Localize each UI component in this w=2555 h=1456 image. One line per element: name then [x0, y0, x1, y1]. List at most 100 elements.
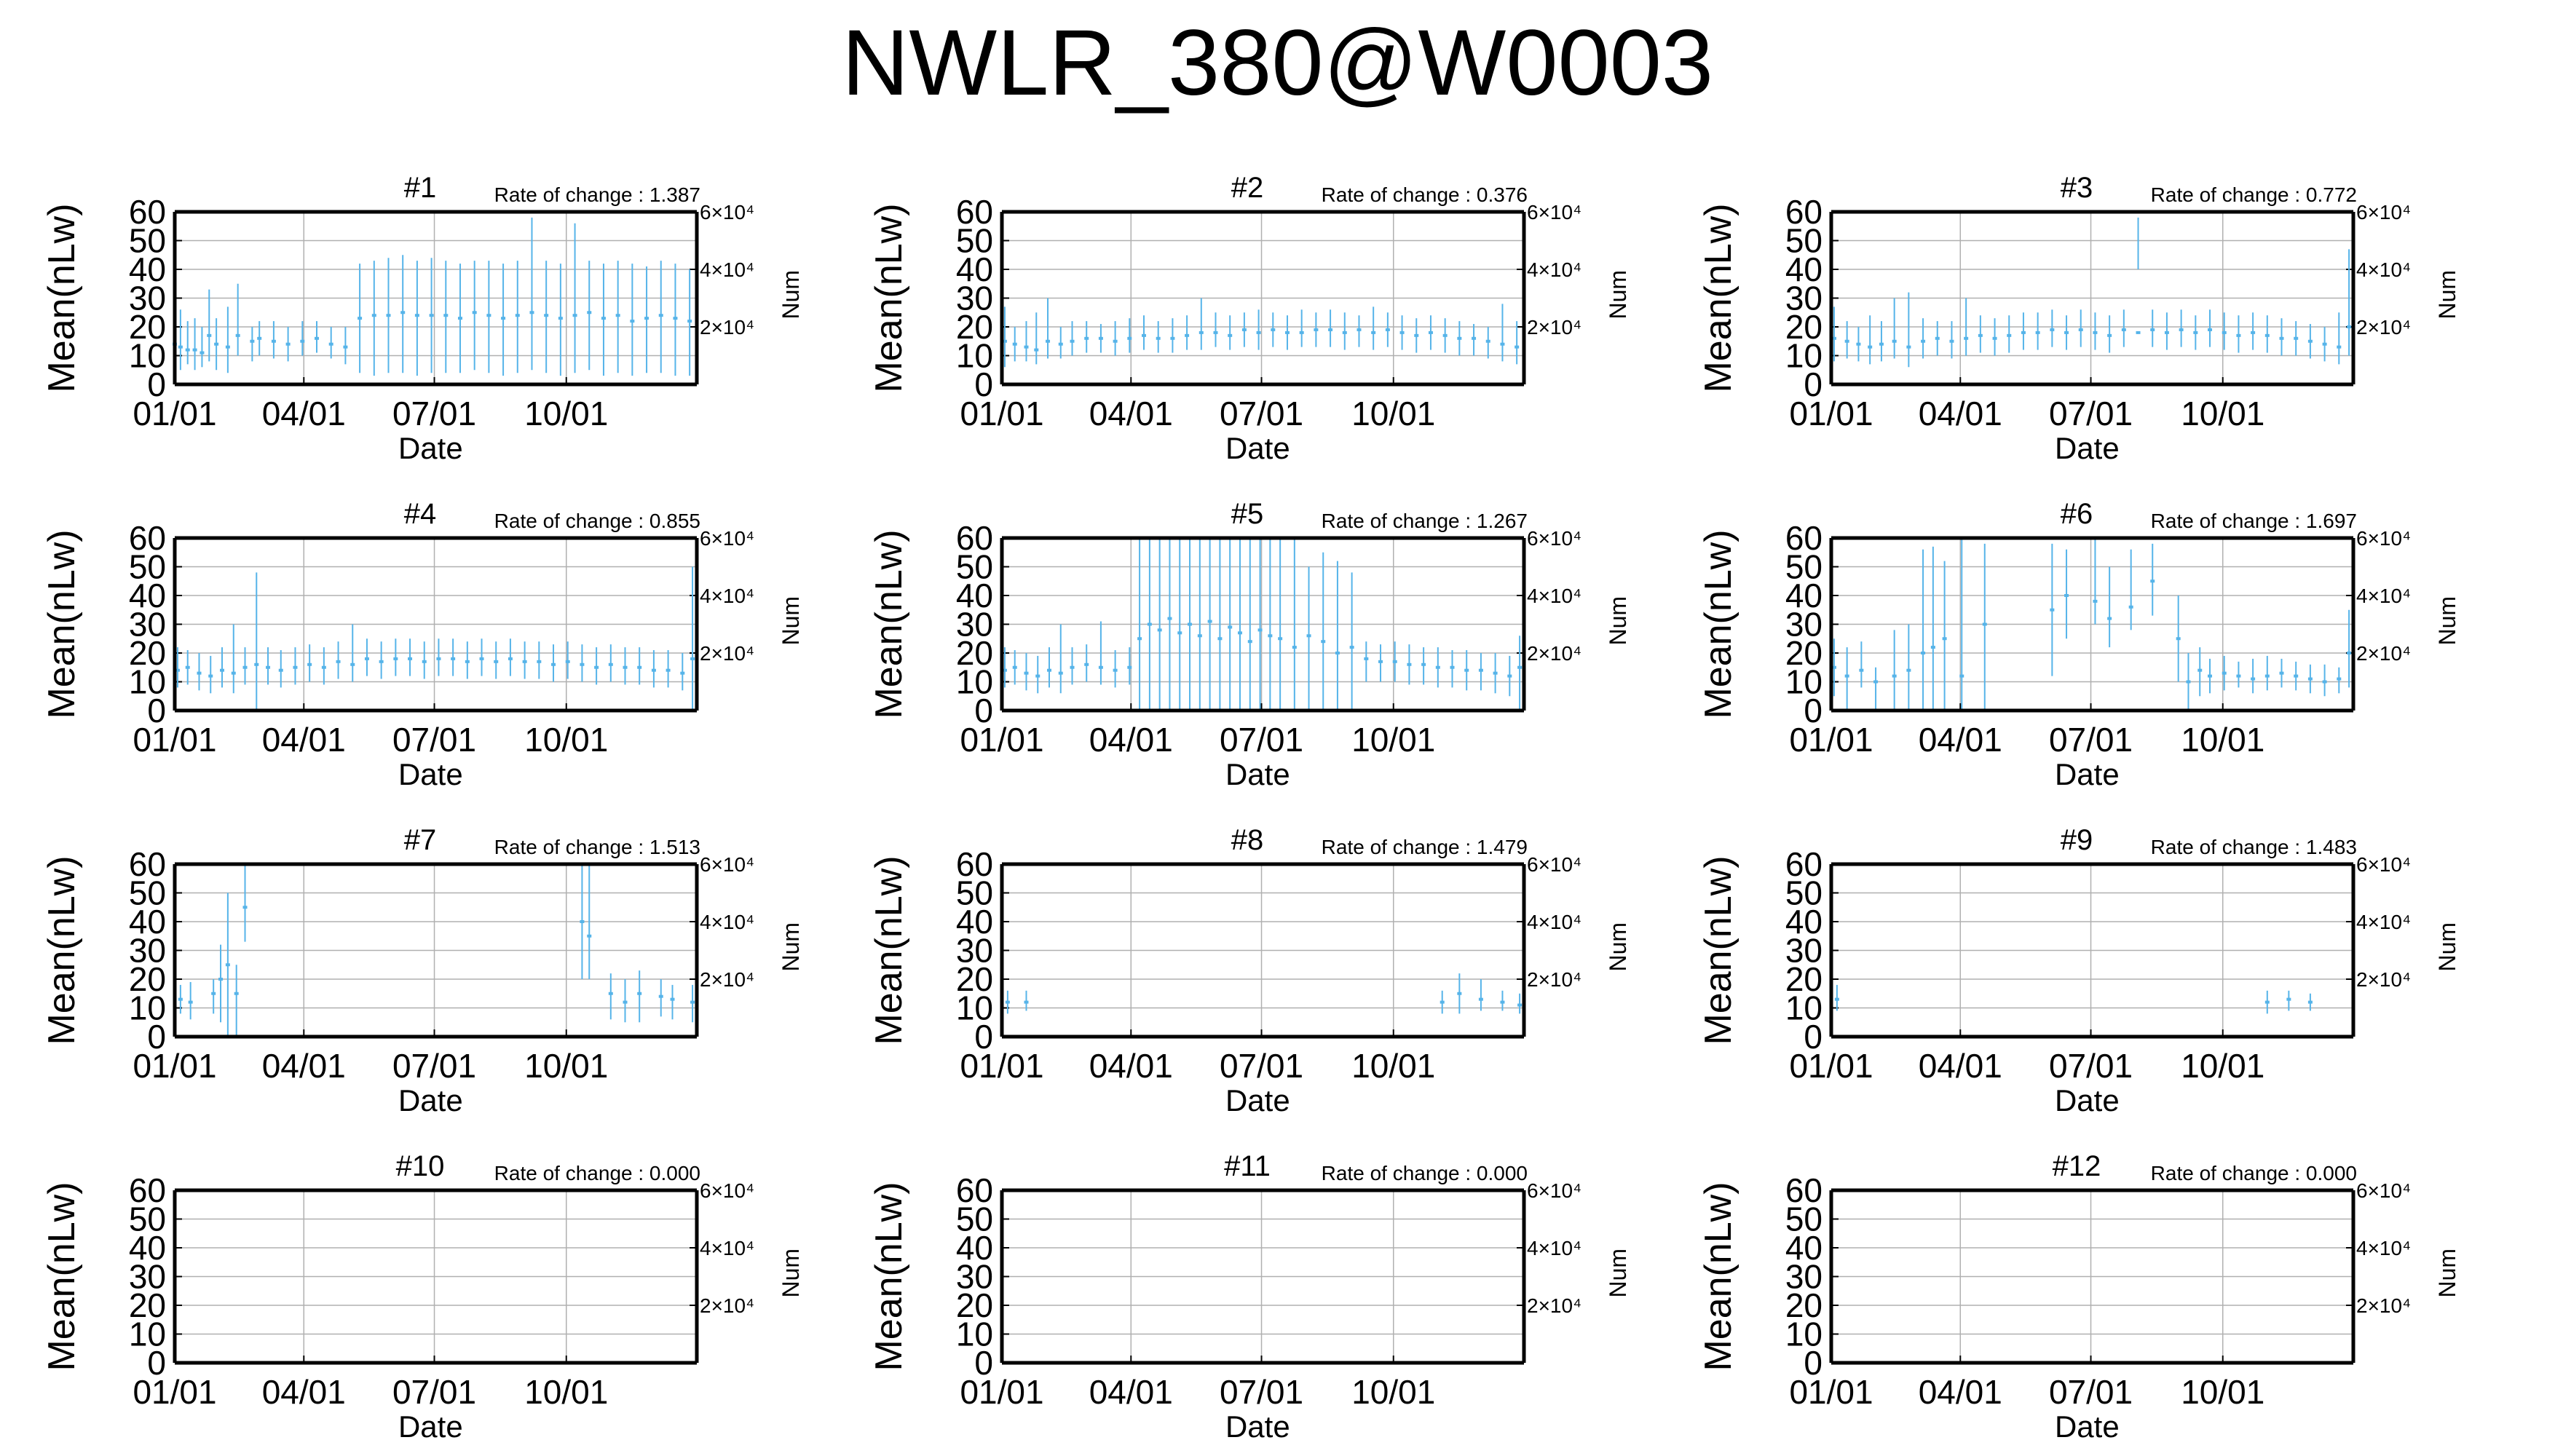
data-point: [1034, 348, 1039, 352]
x-tick-label: 04/01: [1089, 721, 1173, 759]
y2-tick-label: 2×10⁴: [1527, 316, 1581, 339]
data-point: [2179, 328, 2184, 331]
data-point: [300, 339, 305, 343]
data-point: [2197, 668, 2203, 672]
data-point: [1113, 339, 1118, 343]
y-tick-label: 0: [974, 692, 993, 729]
y-tick-label: 50: [1785, 1200, 1823, 1238]
y-axis-label: Mean(nLw): [41, 1182, 83, 1371]
y2-tick-label: 6×10⁴: [2356, 853, 2411, 876]
data-point: [1357, 328, 1362, 331]
data-point: [637, 992, 642, 995]
data-point: [1024, 671, 1029, 675]
data-point: [2208, 328, 2213, 331]
data-point: [207, 333, 212, 337]
data-point: [1964, 336, 1969, 340]
data-point: [1464, 668, 1469, 672]
data-point: [185, 348, 190, 352]
data-point: [565, 660, 570, 663]
y-tick-label: 50: [1785, 874, 1823, 912]
data-point: [1058, 671, 1063, 675]
data-point: [2286, 997, 2291, 1001]
data-point: [225, 345, 230, 349]
y-tick-label: 0: [147, 1344, 166, 1382]
y2-tick-label: 4×10⁴: [1527, 585, 1581, 607]
y-tick-label: 30: [956, 932, 993, 970]
data-point: [2251, 331, 2256, 334]
data-point: [2064, 594, 2069, 597]
data-point: [673, 317, 678, 320]
data-point: [1198, 331, 1204, 334]
y2-tick-label: 2×10⁴: [700, 1294, 754, 1317]
y2-tick-label: 6×10⁴: [700, 201, 754, 223]
x-axis-label: Date: [1225, 757, 1290, 791]
y2-tick-label: 6×10⁴: [2356, 527, 2411, 550]
y-axis-label: Mean(nLw): [868, 203, 910, 392]
y-tick-label: 40: [129, 250, 166, 288]
y-tick-label: 50: [956, 222, 993, 260]
data-point: [2264, 674, 2270, 678]
data-point: [1127, 665, 1132, 669]
data-point: [1859, 668, 1864, 672]
data-point: [2279, 336, 2284, 340]
x-tick-label: 10/01: [524, 721, 608, 759]
data-point: [200, 351, 205, 355]
x-tick-label: 01/01: [1789, 395, 1873, 432]
x-tick-label: 01/01: [960, 1373, 1043, 1411]
data-point: [1485, 339, 1490, 343]
data-point: [2078, 328, 2083, 331]
x-axis-label: Date: [1225, 1409, 1290, 1444]
data-point: [1156, 336, 1161, 340]
data-point: [220, 668, 225, 672]
y-axis-label: Mean(nLw): [1697, 855, 1739, 1045]
y-tick-label: 60: [956, 1171, 993, 1209]
y-tick-label: 60: [956, 193, 993, 231]
data-point: [2176, 637, 2181, 641]
data-point: [1407, 662, 1412, 666]
data-point: [1098, 336, 1103, 340]
data-point: [1421, 662, 1426, 666]
data-point: [666, 668, 671, 672]
y-tick-label: 60: [1785, 519, 1823, 557]
data-point: [358, 317, 363, 320]
y2-tick-label: 2×10⁴: [2356, 968, 2411, 991]
data-point: [350, 662, 355, 666]
y2-tick-label: 4×10⁴: [2356, 1237, 2411, 1259]
data-point: [1442, 333, 1448, 337]
data-point: [271, 339, 276, 343]
data-point: [1142, 333, 1147, 337]
x-tick-label: 01/01: [1789, 1047, 1873, 1085]
data-point: [1278, 637, 1283, 641]
y2-axis-label: Num: [2434, 922, 2460, 972]
data-point: [2222, 331, 2227, 334]
data-point: [2136, 331, 2141, 334]
panel-title: #11: [1224, 1150, 1271, 1182]
y-tick-label: 50: [129, 222, 166, 260]
y2-axis-label: Num: [778, 596, 804, 646]
data-point: [285, 342, 291, 346]
y-tick-label: 0: [147, 692, 166, 729]
data-point: [1450, 665, 1455, 669]
y-tick-label: 40: [1785, 903, 1823, 941]
data-point: [1035, 674, 1040, 678]
y2-tick-label: 4×10⁴: [700, 1237, 754, 1259]
y2-tick-label: 4×10⁴: [700, 911, 754, 933]
data-point: [343, 345, 348, 349]
y2-tick-label: 6×10⁴: [1527, 201, 1581, 223]
x-tick-label: 01/01: [133, 721, 216, 759]
x-tick-label: 10/01: [1351, 1373, 1435, 1411]
data-point: [1349, 646, 1354, 649]
panel-title: #1: [404, 172, 437, 204]
data-point: [1012, 342, 1017, 346]
data-point: [658, 994, 663, 998]
x-axis-label: Date: [1225, 431, 1290, 465]
data-point: [1241, 328, 1247, 331]
data-point: [1197, 634, 1202, 638]
y-tick-label: 50: [956, 548, 993, 586]
data-point: [1892, 674, 1897, 678]
data-point: [1207, 620, 1212, 623]
y-tick-label: 30: [956, 1258, 993, 1296]
